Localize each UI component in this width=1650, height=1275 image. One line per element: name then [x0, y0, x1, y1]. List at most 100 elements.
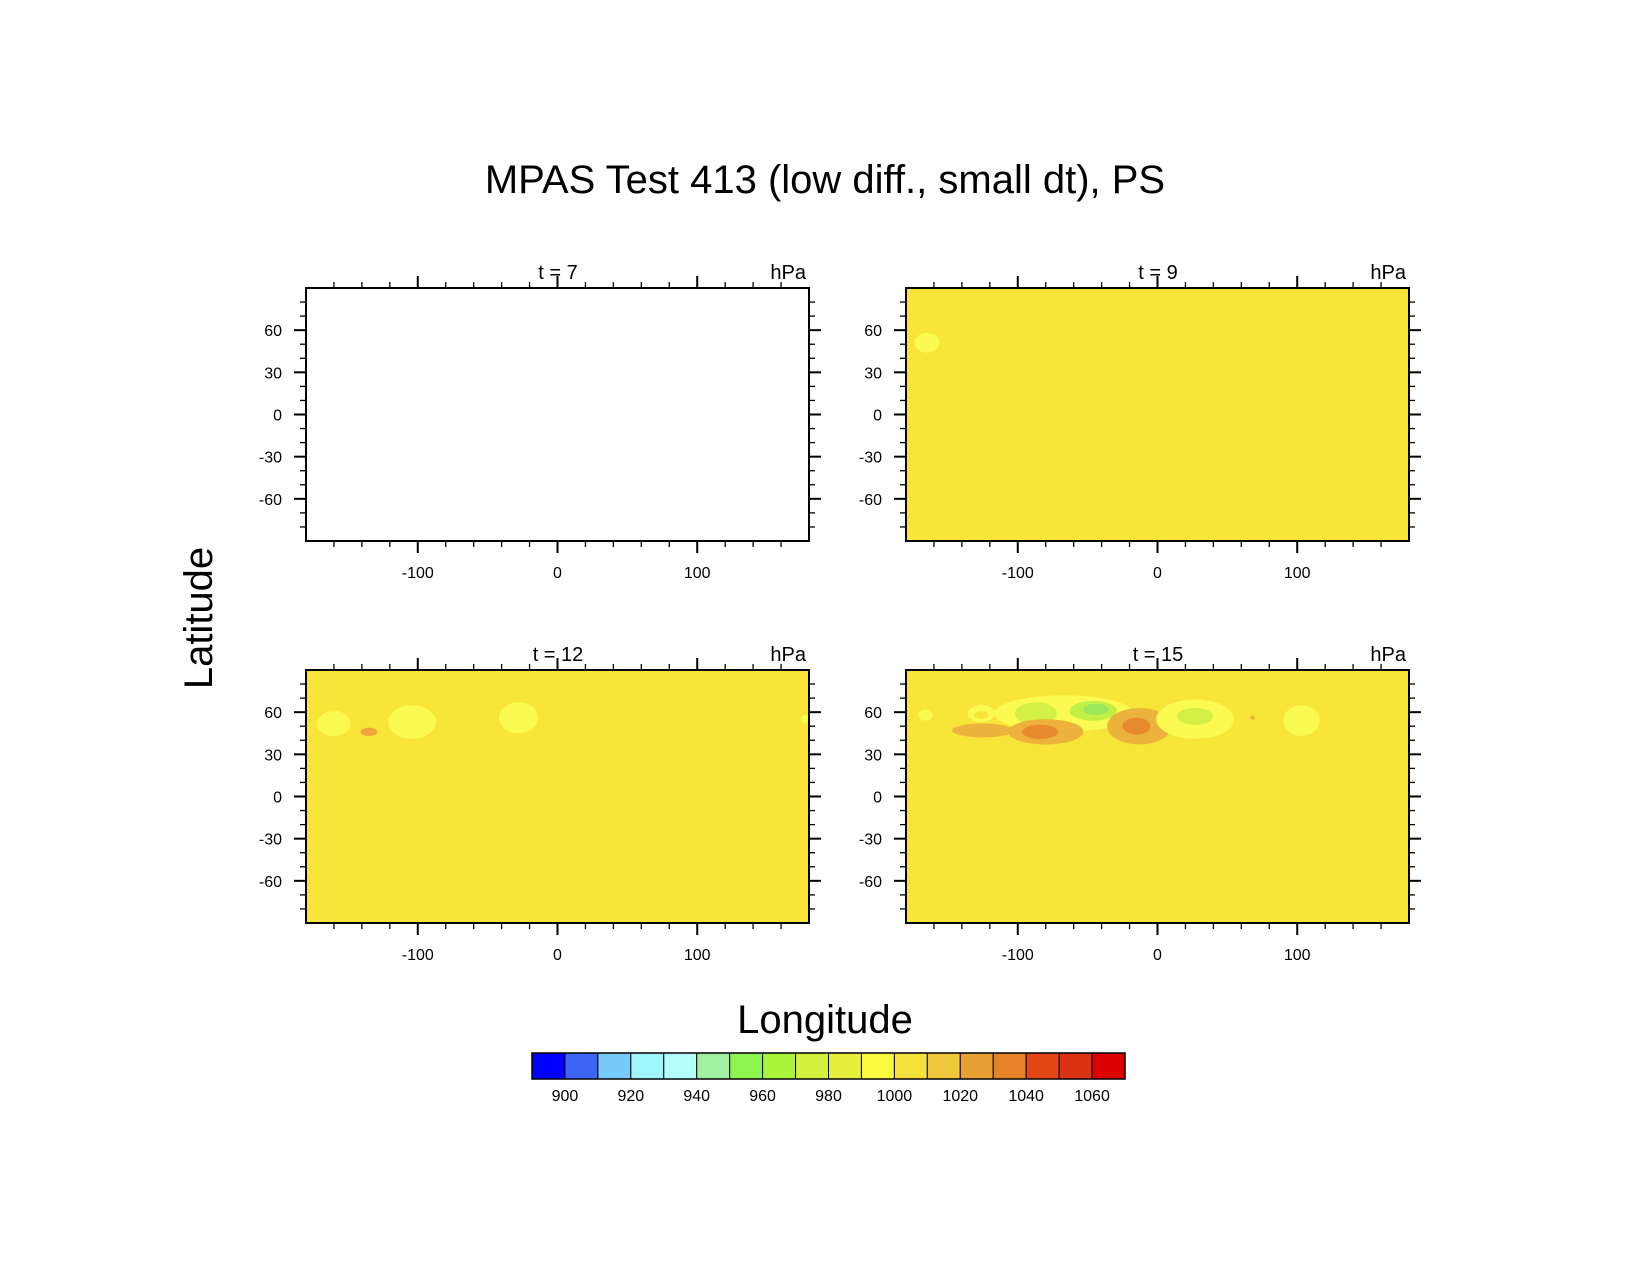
x-axis-label: Longitude [737, 998, 913, 1042]
y-tick-label: -60 [259, 874, 282, 891]
panel-background [906, 288, 1409, 541]
y-tick-label: 0 [873, 790, 882, 807]
panel-time-label: t = 15 [1133, 644, 1184, 666]
figure-title: MPAS Test 413 (low diff., small dt), PS [485, 158, 1165, 202]
colorbar-swatch [729, 1052, 764, 1080]
panel-units-label: hPa [770, 644, 806, 666]
y-tick-label: -30 [259, 832, 282, 849]
x-tick-label: 100 [1284, 565, 1311, 582]
x-tick-label: 100 [684, 565, 711, 582]
panel-grid: -100 0 100 -60 -30 0 30 60 t = 7 hPa -100 0 100 -60 -3… [259, 262, 1421, 964]
colorbar-label: 1000 [877, 1088, 913, 1105]
colorbar-swatch [828, 1052, 862, 1080]
panel-background [306, 288, 809, 541]
colorbar: 900 920 940 960 980 1000 1020 1040 1060 [531, 1052, 1126, 1105]
contour-features [914, 332, 940, 353]
colorbar-swatch [795, 1052, 829, 1080]
contour-feature [974, 710, 989, 720]
x-tick-label: 100 [1284, 947, 1311, 964]
colorbar-swatch [992, 1052, 1027, 1080]
y-tick-label: 60 [864, 323, 882, 340]
colorbar-label: 980 [815, 1088, 842, 1105]
panel-units-label: hPa [770, 262, 806, 284]
colorbar-label: 940 [683, 1088, 710, 1105]
colorbar-swatch [762, 1052, 797, 1080]
y-tick-label: 60 [264, 323, 282, 340]
y-tick-label: 30 [264, 747, 282, 764]
x-tick-label: -100 [402, 565, 434, 582]
contour-feature [1177, 707, 1214, 725]
colorbar-swatch [696, 1052, 731, 1080]
colorbar-swatch [564, 1052, 599, 1080]
y-tick-label: -60 [859, 874, 882, 891]
colorbar-label: 1040 [1008, 1088, 1044, 1105]
contour-feature [1021, 724, 1059, 739]
y-tick-label: -30 [859, 832, 882, 849]
colorbar-swatch [531, 1052, 566, 1080]
colorbar-label: 1060 [1074, 1088, 1110, 1105]
contour-feature [800, 714, 809, 724]
colorbar-frame [531, 1052, 1126, 1080]
contour-feature [388, 705, 436, 739]
colorbar-swatch [1091, 1052, 1126, 1080]
x-tick-label: 0 [553, 565, 562, 582]
panel-2: -100 0 100 -60 -30 0 30 60 t = 9 hPa [859, 262, 1421, 582]
contour-feature [360, 727, 378, 737]
y-axis-label: Latitude [177, 547, 221, 689]
panel-time-label: t = 7 [538, 262, 577, 284]
colorbar-label: 920 [617, 1088, 644, 1105]
colorbar-label: 960 [749, 1088, 776, 1105]
contour-features [918, 695, 1320, 745]
panel-background [306, 670, 809, 923]
panel-time-label: t = 12 [533, 644, 584, 666]
colorbar-swatch [630, 1052, 665, 1080]
y-tick-label: 30 [864, 365, 882, 382]
y-tick-label: 30 [864, 747, 882, 764]
colorbar-swatch [926, 1052, 961, 1080]
y-tick-label: 0 [273, 790, 282, 807]
panel-units-label: hPa [1370, 262, 1406, 284]
contour-feature [1014, 702, 1057, 725]
x-tick-label: 100 [684, 947, 711, 964]
colorbar-swatch [959, 1052, 994, 1080]
y-tick-label: 0 [273, 408, 282, 425]
panel-1: -100 0 100 -60 -30 0 30 60 t = 7 hPa [259, 262, 821, 582]
x-tick-label: -100 [1002, 947, 1034, 964]
y-tick-label: 60 [264, 705, 282, 722]
colorbar-swatch [893, 1052, 928, 1080]
y-tick-label: -30 [259, 450, 282, 467]
y-tick-label: -60 [859, 492, 882, 509]
colorbar-label: 1020 [942, 1088, 978, 1105]
contour-feature [317, 710, 351, 737]
panel-units-label: hPa [1370, 644, 1406, 666]
y-tick-label: -30 [859, 450, 882, 467]
contour-features [317, 702, 809, 739]
y-tick-label: -60 [259, 492, 282, 509]
x-tick-label: -100 [402, 947, 434, 964]
y-tick-label: 0 [873, 408, 882, 425]
contour-feature [498, 702, 538, 734]
x-tick-label: 0 [553, 947, 562, 964]
colorbar-label: 900 [552, 1088, 579, 1105]
colorbar-swatch [860, 1052, 895, 1080]
colorbar-swatch [1025, 1052, 1060, 1080]
contour-feature [1122, 717, 1151, 735]
panel-time-label: t = 9 [1138, 262, 1177, 284]
contour-feature [1283, 705, 1320, 737]
colorbar-swatch [663, 1052, 698, 1080]
colorbar-swatch [597, 1052, 632, 1080]
contour-feature [1250, 715, 1255, 720]
x-tick-label: 0 [1153, 947, 1162, 964]
y-tick-label: 30 [264, 365, 282, 382]
x-tick-label: 0 [1153, 565, 1162, 582]
contour-feature [1083, 703, 1109, 715]
colorbar-swatch [1058, 1052, 1093, 1080]
contour-feature [914, 332, 940, 353]
y-tick-label: 60 [864, 705, 882, 722]
contour-feature [918, 709, 933, 721]
panel-4: -100 0 100 -60 -30 0 30 60 t = 15 hPa [859, 644, 1421, 964]
x-tick-label: -100 [1002, 565, 1034, 582]
panel-3: -100 0 100 -60 -30 0 30 60 t = 12 hPa [259, 644, 821, 964]
contour-feature [952, 723, 1014, 738]
